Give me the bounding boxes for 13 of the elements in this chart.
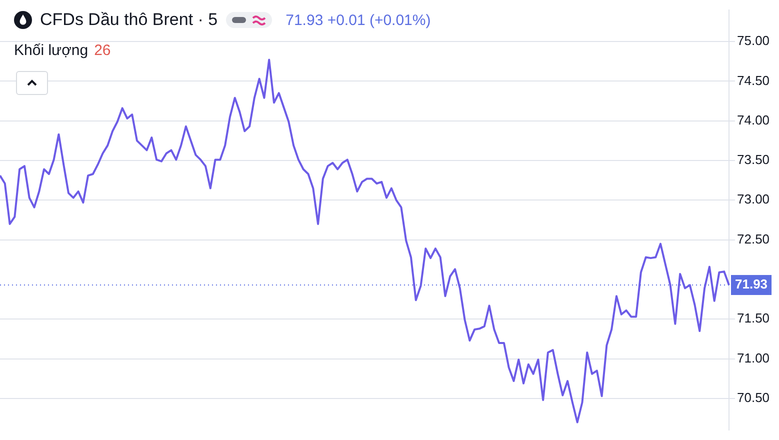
y-tick-label: 73.00 bbox=[737, 192, 770, 207]
y-tick-label: 72.50 bbox=[737, 231, 770, 246]
y-tick-label: 74.50 bbox=[737, 72, 770, 88]
y-tick-label: 70.50 bbox=[737, 390, 770, 406]
annotation: 71.93 +0.01 (+0.01%) bbox=[286, 12, 431, 28]
ref-line-label: 71.93 bbox=[735, 276, 768, 292]
y-tick-label: 71.50 bbox=[737, 310, 770, 326]
y-tick-label: 71.00 bbox=[737, 350, 770, 366]
y-tick-label: 74.00 bbox=[737, 112, 770, 128]
y-tick-label: 73.50 bbox=[737, 152, 770, 168]
annotation: Khối lượng 26 bbox=[14, 42, 111, 59]
y-tick-label: 75.00 bbox=[737, 33, 770, 48]
chart-title: CFDs Dầu thô Brent · 5 bbox=[40, 10, 218, 30]
